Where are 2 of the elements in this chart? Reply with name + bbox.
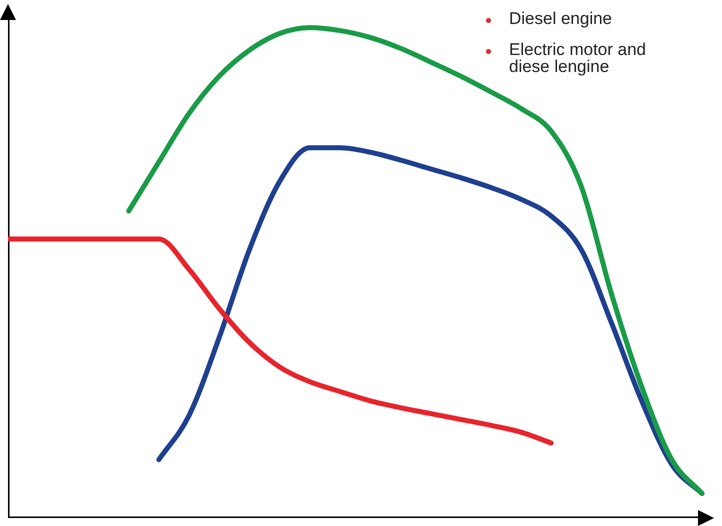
annotation: Electric motor and diese lengine (509, 40, 647, 76)
annotation: Diesel engine (509, 9, 614, 28)
